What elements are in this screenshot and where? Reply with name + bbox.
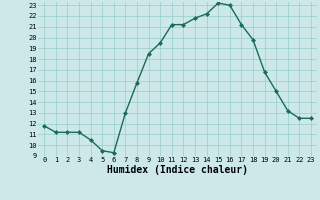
X-axis label: Humidex (Indice chaleur): Humidex (Indice chaleur) — [107, 165, 248, 175]
